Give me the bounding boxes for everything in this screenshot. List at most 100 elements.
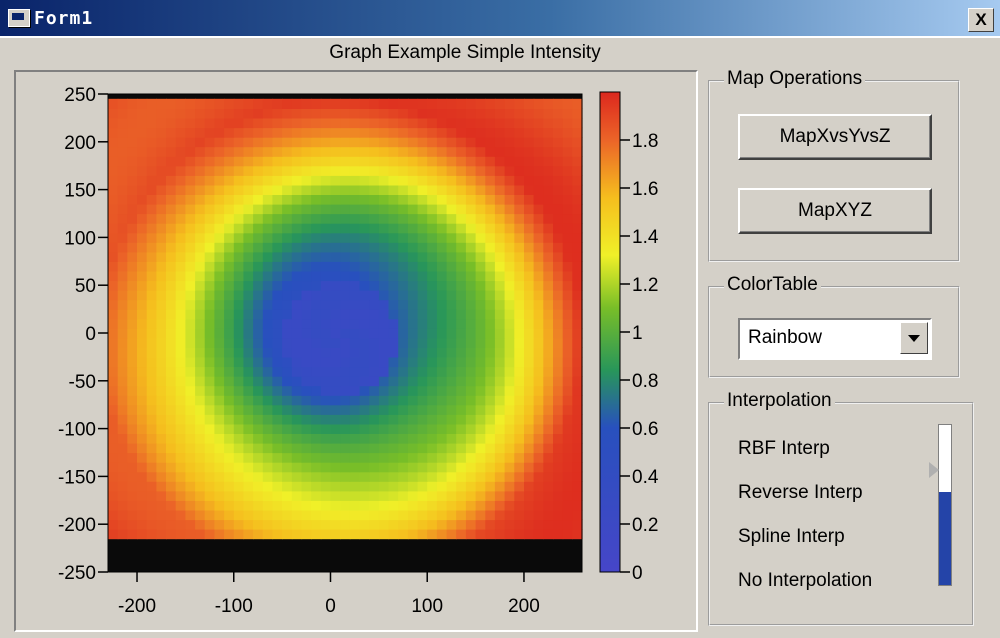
chevron-down-icon[interactable] (900, 322, 928, 354)
heatmap-cell (233, 509, 245, 521)
heatmap-cell (311, 184, 322, 195)
heatmap-cell (185, 385, 196, 396)
heatmap-cell (301, 500, 312, 511)
slider-handle[interactable] (929, 461, 939, 478)
heatmap-cell (253, 203, 264, 215)
heatmap-cell (137, 347, 148, 358)
heatmap-cell (359, 261, 370, 272)
heatmap-cell (504, 385, 515, 396)
heatmap-cell (117, 117, 128, 129)
heatmap-cell (369, 299, 380, 310)
heatmap-cell (146, 519, 157, 530)
heatmap-cell (330, 376, 341, 387)
heatmap-cell (185, 471, 196, 482)
heatmap-cell (272, 395, 283, 406)
heatmap-cell (465, 347, 477, 358)
heatmap-cell (504, 452, 515, 463)
heatmap-cell (175, 385, 186, 396)
heatmap-cell (243, 137, 254, 148)
heatmap-cell (359, 490, 370, 501)
heatmap-cell (156, 261, 167, 272)
heatmap-cell (253, 213, 264, 224)
heatmap-cell (524, 251, 535, 262)
heatmap-cell (485, 175, 496, 186)
interpolation-slider[interactable] (929, 424, 952, 586)
heatmap-cell (195, 433, 206, 444)
heatmap-cell (175, 519, 186, 530)
heatmap-cell (388, 481, 399, 492)
interp-option-none[interactable]: No Interpolation (738, 570, 873, 591)
heatmap-cell (553, 165, 564, 176)
heatmap-cell (494, 184, 506, 195)
y-tick-label: -50 (69, 372, 96, 393)
heatmap-cell (330, 509, 341, 521)
heatmap-cell (514, 500, 525, 511)
heatmap-cell (291, 318, 303, 329)
heatmap-cell (185, 98, 196, 109)
close-button[interactable]: X (968, 8, 994, 32)
heatmap-cell (475, 337, 486, 348)
heatmap-cell (407, 137, 419, 148)
heatmap-cell (166, 299, 177, 310)
heatmap-cell (253, 519, 264, 530)
heatmap-cell (137, 261, 148, 272)
heatmap-cell (204, 165, 215, 176)
heatmap-cell (117, 414, 128, 425)
heatmap-cell (407, 117, 419, 129)
heatmap-cell (224, 146, 235, 157)
heatmap-cell (417, 509, 428, 521)
heatmap-cell (262, 232, 274, 243)
heatmap-cell (291, 452, 303, 463)
heatmap-cell (253, 299, 264, 310)
interp-option-spline[interactable]: Spline Interp (738, 526, 845, 547)
heatmap-cell (311, 146, 322, 157)
heatmap-cell (291, 376, 303, 387)
heatmap-cell (224, 500, 235, 511)
heatmap-cell (514, 232, 525, 243)
map-xyz-button[interactable]: MapXYZ (738, 188, 932, 234)
heatmap-cell (359, 328, 370, 339)
heatmap-cell (349, 108, 361, 119)
heatmap-cell (272, 414, 283, 425)
heatmap-cell (195, 462, 206, 473)
heatmap-cell (369, 509, 380, 521)
heatmap-cell (494, 462, 506, 473)
interp-option-reverse[interactable]: Reverse Interp (738, 482, 863, 503)
heatmap-cell (398, 270, 409, 282)
heatmap-cell (533, 519, 544, 530)
heatmap-cell (233, 433, 245, 444)
heatmap-cell (301, 452, 312, 463)
heatmap-cell (359, 251, 370, 262)
heatmap-cell (407, 423, 419, 434)
interp-option-rbf[interactable]: RBF Interp (738, 438, 830, 459)
heatmap-cell (398, 280, 409, 291)
heatmap-cell (572, 529, 583, 540)
heatmap-cell (494, 385, 506, 396)
heatmap-cell (204, 127, 215, 138)
heatmap-cell (465, 481, 477, 492)
heatmap-cell (465, 519, 477, 530)
heatmap-cell (320, 280, 332, 291)
heatmap-cell (465, 98, 477, 109)
heatmap-cell (233, 404, 245, 415)
heatmap-cell (330, 328, 341, 339)
heatmap-cell (514, 519, 525, 530)
heatmap-cell (407, 309, 419, 320)
heatmap-cell (291, 127, 303, 138)
heatmap-cell (127, 194, 138, 205)
heatmap-cell (369, 442, 380, 454)
heatmap-cell (514, 442, 525, 454)
color-table-select[interactable]: Rainbow (738, 318, 932, 360)
heatmap-cell (311, 137, 322, 148)
heatmap-cell (127, 471, 138, 482)
heatmap-cell (108, 194, 119, 205)
heatmap-cell (543, 184, 554, 195)
map-xvsyvsz-button[interactable]: MapXvsYvsZ (738, 114, 932, 160)
heatmap-cell (127, 242, 138, 253)
heatmap-cell (475, 452, 486, 463)
heatmap-cell (369, 423, 380, 434)
heatmap-cell (436, 328, 448, 339)
heatmap-cell (127, 318, 138, 329)
heatmap-cell (514, 290, 525, 301)
heatmap-cell (456, 471, 467, 482)
